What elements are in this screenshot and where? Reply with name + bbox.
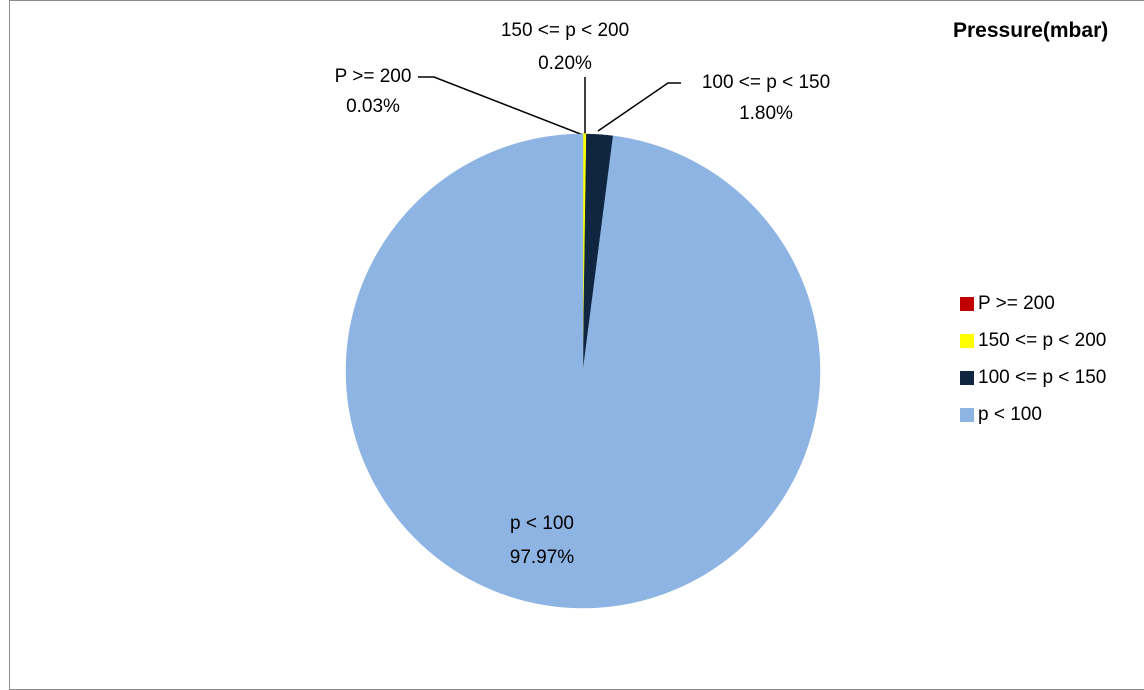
legend-label: p < 100 xyxy=(978,404,1042,426)
legend-item-0: P >= 200 xyxy=(960,289,1106,319)
data-label-percent-0: 0.03% xyxy=(346,96,400,117)
legend-swatch xyxy=(960,334,974,348)
legend-swatch xyxy=(960,371,974,385)
legend-label: 150 <= p < 200 xyxy=(978,330,1106,352)
legend-label: 100 <= p < 150 xyxy=(978,367,1106,389)
data-label-percent-2: 1.80% xyxy=(739,103,793,124)
data-label-category-0: P >= 200 xyxy=(335,66,412,87)
leader-line-2 xyxy=(598,83,681,131)
leader-line-0 xyxy=(418,77,583,135)
legend-item-1: 150 <= p < 200 xyxy=(960,326,1106,356)
pie-slice-3 xyxy=(346,134,820,608)
legend-item-2: 100 <= p < 150 xyxy=(960,363,1106,393)
data-label-category-1: 150 <= p < 200 xyxy=(501,20,629,41)
data-label-percent-1: 0.20% xyxy=(538,53,592,74)
data-label-category-2: 100 <= p < 150 xyxy=(702,72,830,93)
legend-item-3: p < 100 xyxy=(960,400,1106,430)
chart-legend: P >= 200 150 <= p < 200 100 <= p < 150 p < … xyxy=(960,289,1106,437)
legend-swatch xyxy=(960,408,974,422)
legend-label: P >= 200 xyxy=(978,293,1055,315)
data-label-percent-3: 97.97% xyxy=(510,547,575,568)
data-label-category-3: p < 100 xyxy=(510,513,574,534)
legend-swatch xyxy=(960,297,974,311)
